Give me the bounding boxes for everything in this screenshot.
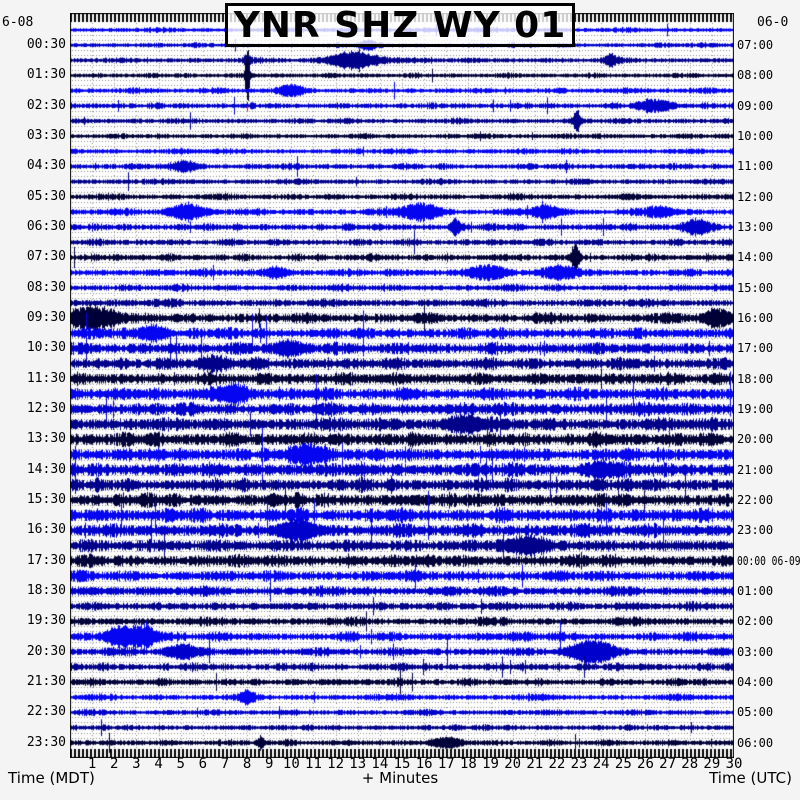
- right-time-label: 03:00: [737, 644, 774, 659]
- minute-label: 27: [659, 756, 677, 772]
- minute-label: 25: [614, 756, 632, 772]
- minute-label: 21: [526, 756, 544, 772]
- minute-label: 2: [110, 756, 119, 772]
- helicorder-plot-canvas: [70, 13, 734, 758]
- left-time-label: 00:30: [26, 37, 66, 53]
- minute-label: 5: [176, 756, 185, 772]
- right-time-label: 00:00 06-09: [737, 553, 800, 568]
- right-time-label: 15:00: [737, 280, 774, 295]
- right-time-label: 21:00: [737, 462, 774, 477]
- minute-label: 17: [437, 756, 455, 772]
- minute-label: 4: [154, 756, 163, 772]
- minute-label: 28: [681, 756, 699, 772]
- left-time-label: 15:30: [26, 492, 66, 508]
- left-time-label: 20:30: [26, 643, 66, 659]
- right-time-label: 18:00: [737, 371, 774, 386]
- minute-label: 12: [327, 756, 345, 772]
- right-time-label: 19:00: [737, 402, 774, 417]
- left-time-label: 23:30: [26, 734, 66, 750]
- footer-right-label: Time (UTC): [709, 769, 792, 787]
- minute-label: 10: [282, 756, 300, 772]
- left-time-label: 07:30: [26, 249, 66, 265]
- station-title: YNR SHZ WY 01: [233, 4, 567, 46]
- minute-label: 1: [87, 756, 97, 772]
- right-time-label: 05:00: [737, 705, 774, 720]
- minute-label: 6: [198, 756, 208, 772]
- left-time-label: 12:30: [26, 401, 66, 417]
- right-time-label: 20:00: [737, 432, 774, 447]
- left-time-label: 05:30: [26, 188, 66, 204]
- right-time-label: 06:00: [737, 735, 774, 750]
- station-title-box: YNR SHZ WY 01: [225, 3, 575, 47]
- right-time-label: 02:00: [737, 614, 774, 629]
- footer-left-label: Time (MDT): [8, 769, 95, 787]
- minute-label: 29: [703, 756, 721, 772]
- right-time-label: 23:00: [737, 523, 774, 538]
- minute-label: 30: [725, 756, 743, 772]
- right-time-label: 17:00: [737, 341, 774, 356]
- minute-label: 24: [592, 756, 610, 772]
- right-time-label: 11:00: [737, 159, 774, 174]
- left-time-label: 06:30: [26, 219, 66, 235]
- minute-label: 9: [264, 756, 274, 772]
- left-time-label: 01:30: [26, 67, 66, 83]
- left-time-label: 03:30: [26, 128, 66, 144]
- minute-label: 7: [220, 756, 230, 772]
- right-time-label: 04:00: [737, 675, 774, 690]
- left-time-label: 22:30: [26, 704, 66, 720]
- right-time-label: 22:00: [737, 493, 774, 508]
- minute-label: 19: [482, 756, 499, 772]
- left-time-label: 13:30: [26, 431, 66, 447]
- left-time-label: 14:30: [26, 461, 66, 477]
- left-time-label: 18:30: [26, 583, 66, 599]
- right-time-label: 07:00: [737, 38, 774, 53]
- minute-label: 26: [637, 756, 654, 772]
- date-top-left: 6-08: [2, 15, 34, 30]
- left-time-label: 02:30: [26, 97, 66, 113]
- right-time-label: 16:00: [737, 311, 774, 326]
- left-time-label: 17:30: [26, 552, 66, 568]
- right-time-label: 12:00: [737, 189, 774, 204]
- footer-center-label: + Minutes: [361, 769, 439, 787]
- right-time-label: 09:00: [737, 98, 774, 113]
- minute-label: 13: [349, 756, 367, 772]
- date-top-right: 06-0: [757, 15, 789, 30]
- minute-label: 8: [242, 756, 252, 772]
- minute-label: 3: [132, 756, 141, 772]
- minute-label: 15: [393, 756, 411, 772]
- left-time-label: 10:30: [26, 340, 66, 356]
- left-time-label: 19:30: [26, 613, 66, 629]
- right-time-label: 10:00: [737, 129, 774, 144]
- left-time-label: 16:30: [26, 522, 66, 538]
- right-time-label: 08:00: [737, 68, 774, 83]
- minute-label: 18: [459, 756, 477, 772]
- minute-label: 16: [415, 756, 433, 772]
- left-time-label: 04:30: [26, 158, 66, 174]
- right-time-label: 13:00: [737, 220, 774, 235]
- minute-label: 14: [371, 756, 389, 772]
- minute-label: 23: [570, 756, 588, 772]
- left-time-label: 21:30: [26, 674, 66, 690]
- left-time-label: 09:30: [26, 310, 66, 326]
- right-time-label: 14:00: [737, 250, 774, 265]
- minute-label: 22: [548, 756, 566, 772]
- left-time-label: 11:30: [26, 370, 66, 386]
- minute-label: 11: [305, 756, 322, 772]
- left-time-label: 08:30: [26, 279, 66, 295]
- right-time-label: 01:00: [737, 584, 774, 599]
- minute-label: 20: [504, 756, 522, 772]
